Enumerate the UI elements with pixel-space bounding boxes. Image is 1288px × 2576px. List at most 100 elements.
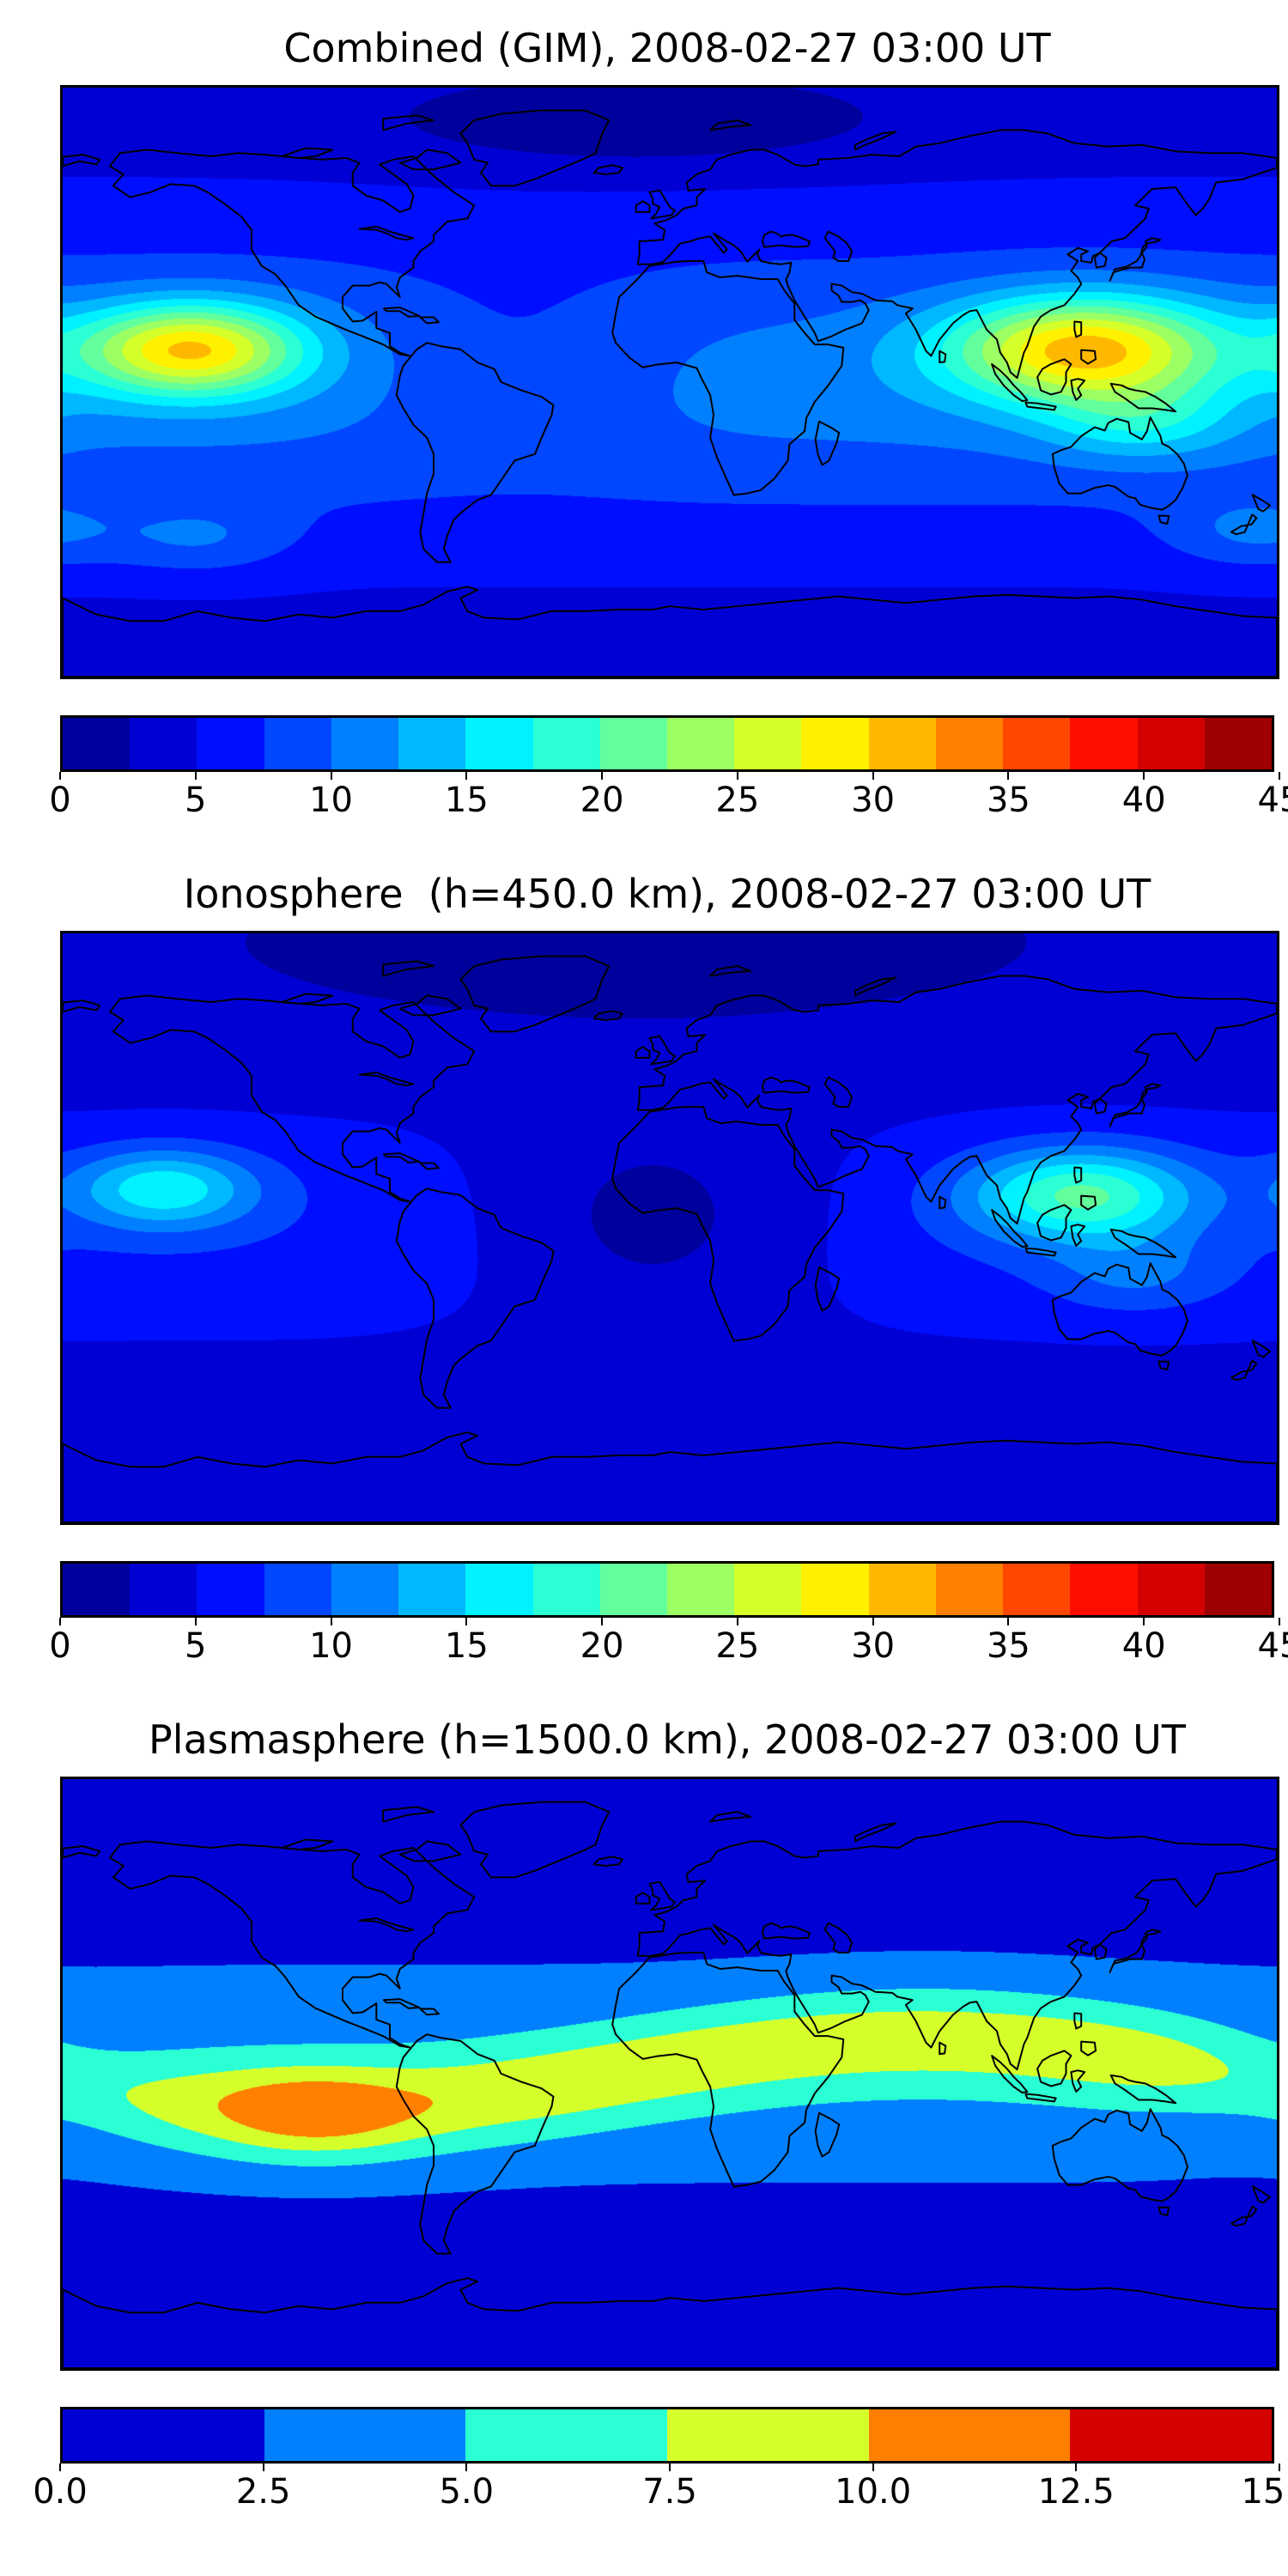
coastline-path	[710, 120, 750, 130]
colorbar-tick-mark	[465, 1617, 468, 1625]
coastline-path	[816, 2112, 839, 2156]
coastline-path	[383, 961, 434, 975]
coastline-path	[1110, 1084, 1161, 1127]
colorbar-tick-label: 7.5	[642, 2471, 697, 2512]
colorbar-tick-label: 10.0	[835, 2471, 912, 2512]
colorbar-segment	[868, 717, 936, 769]
coastline-path	[360, 1918, 414, 1931]
colorbar-tick-mark	[601, 771, 604, 780]
coastline-path	[1074, 2013, 1081, 2028]
colorbar-tick-label: 35	[986, 1625, 1030, 1666]
colorbar-segment	[1070, 2409, 1273, 2461]
colorbar-tick-label: 2.5	[235, 2471, 291, 2512]
coastline-path	[420, 2008, 439, 2014]
coastlines-overlay	[63, 933, 1277, 1522]
colorbar-tick-label: 0	[49, 1625, 71, 1666]
colorbar-tick-mark	[1007, 1617, 1010, 1625]
colorbar-tick-mark	[465, 2463, 468, 2471]
colorbar-tick-label: 45	[1257, 1625, 1288, 1666]
panel-title: Plasmasphere (h=1500.0 km), 2008-02-27 0…	[149, 1716, 1186, 1763]
colorbar-tick-label: 20	[580, 1625, 624, 1666]
coastline-path	[400, 995, 461, 1015]
colorbar-segment	[1204, 717, 1272, 769]
coastline-path	[110, 149, 474, 355]
coastline-path	[1253, 2186, 1270, 2202]
colorbar-tick-mark	[1279, 771, 1280, 780]
colorbar-segment	[666, 1563, 735, 1615]
colorbar-segment	[130, 717, 197, 769]
colorbar-segment	[935, 717, 1004, 769]
colorbar-segment	[868, 2409, 1071, 2461]
coastline-path	[762, 232, 810, 247]
coastline-path	[855, 977, 896, 995]
colorbar-tick-label: 0.0	[33, 2471, 88, 2512]
coastline-path	[636, 1047, 650, 1058]
coastline-path	[1074, 321, 1081, 337]
coastline-path	[1159, 2207, 1170, 2215]
colorbar-segment	[1137, 1563, 1205, 1615]
colorbar-segment	[666, 717, 735, 769]
coastline-path	[420, 317, 439, 323]
coastline-path	[63, 1000, 100, 1012]
coastline-path	[939, 351, 945, 362]
coastline-path	[855, 1823, 896, 1841]
colorbar-segment	[532, 717, 600, 769]
coastline-path	[825, 1923, 852, 1952]
colorbar-segment	[465, 717, 533, 769]
coastline-path	[63, 155, 100, 166]
colorbar-tick-row: 0 5 10 15 20 25 30 35 40 45	[49, 1617, 1288, 1668]
panel-plasmasphere: Plasmasphere (h=1500.0 km), 2008-02-27 0…	[33, 1716, 1288, 2513]
coastline-path	[1253, 495, 1270, 511]
coastline-path	[460, 111, 609, 186]
coastline-path	[1074, 1167, 1081, 1182]
colorbar-tick-label: 20	[580, 780, 624, 820]
colorbar-segment	[465, 1563, 533, 1615]
coastline-path	[710, 1812, 750, 1821]
colorbar-tick-mark	[872, 1617, 874, 1625]
colorbar-tick-mark	[872, 771, 874, 780]
colorbar-segment	[197, 717, 264, 769]
colorbar-tick-label: 40	[1121, 1625, 1166, 1666]
coastline-path	[1025, 1248, 1055, 1255]
coastline-path	[282, 993, 332, 1003]
coastline-path	[1053, 1263, 1188, 1355]
panel-title: Combined (GIM), 2008-02-27 03:00 UT	[283, 25, 1051, 71]
colorbar-segment	[868, 1563, 936, 1615]
colorbar-tick-label: 15.0	[1241, 2471, 1288, 2512]
coastline-path	[825, 1077, 852, 1106]
colorbar-tick-label: 10	[309, 1625, 353, 1666]
coastline-path	[420, 1163, 439, 1169]
coastline-path	[1025, 2093, 1055, 2101]
colorbar-segment	[532, 1563, 600, 1615]
tec-field-canvas	[63, 87, 1277, 677]
colorbar-segment	[599, 717, 667, 769]
colorbar-segment	[130, 1563, 197, 1615]
coastline-path	[110, 1841, 474, 2047]
colorbar-segment	[1137, 717, 1205, 769]
coastline-path	[855, 131, 896, 149]
colorbar-segment	[264, 1563, 331, 1615]
colorbar-segment	[398, 1563, 466, 1615]
coastline-path	[649, 191, 674, 219]
colorbar-segment	[1204, 1563, 1272, 1615]
colorbar-tick-row: 0.0 2.5 5.0 7.5 10.0 12.5 15.0	[33, 2463, 1288, 2513]
coastline-path	[636, 1893, 650, 1904]
colorbar: 0 5 10 15 20 25 30 35 40 45	[49, 1560, 1288, 1668]
colorbar-tick-mark	[330, 1617, 332, 1625]
coastline-path	[1081, 1195, 1096, 1209]
colorbar-tick-mark	[194, 771, 197, 780]
colorbar-tick-label: 15	[444, 1625, 489, 1666]
coastline-path	[649, 1036, 674, 1064]
coastline-path	[594, 1856, 623, 1866]
tec-field-canvas	[63, 933, 1277, 1522]
colorbar-segment	[1003, 717, 1071, 769]
coastline-path	[1231, 2206, 1256, 2226]
colorbar-segment	[264, 717, 331, 769]
coastline-path	[939, 1197, 945, 1208]
coastline-path	[400, 1841, 461, 1861]
colorbar-tick-mark	[194, 1617, 197, 1625]
coastlines-overlay	[63, 1779, 1277, 2368]
colorbar-tick-mark	[736, 1617, 738, 1625]
coastline-path	[63, 586, 1277, 677]
coastline-path	[992, 364, 1027, 401]
